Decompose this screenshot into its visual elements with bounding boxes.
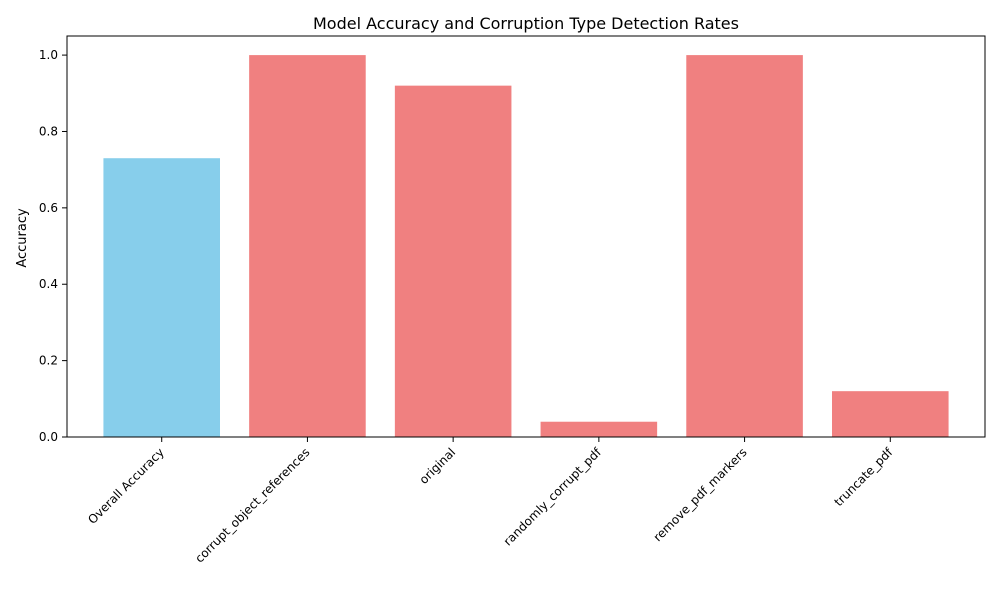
bar-remove-pdf-markers [686,55,803,437]
plot-area-frame [66,35,986,438]
y-tick-label: 0.2 [39,354,58,368]
y-tick-label: 0.4 [39,277,58,291]
y-tick-label: 0.6 [39,201,58,215]
bar-truncate-pdf [832,391,949,437]
bar-original [394,85,512,438]
chart-title: Model Accuracy and Corruption Type Detec… [313,14,739,33]
y-tick-label: 0.8 [39,124,58,138]
y-tick-label: 1.0 [39,48,58,62]
y-axis-label: Accuracy [15,208,30,268]
bars-group [103,55,949,438]
bar-corrupt-object-references [249,55,366,437]
bar-overall-accuracy [103,158,220,437]
y-tick-label: 0.0 [39,430,58,444]
bar-randomly-corrupt-pdf [540,421,658,437]
y-axis-ticks: 0.0 0.2 0.4 0.6 0.8 1.0 [39,48,67,444]
